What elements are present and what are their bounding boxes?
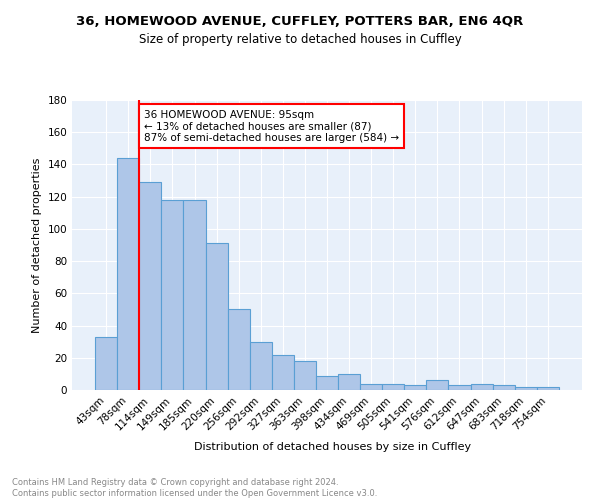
Bar: [206, 244, 227, 390]
Bar: [250, 342, 272, 390]
Bar: [95, 337, 117, 390]
Bar: [139, 182, 161, 390]
Bar: [227, 310, 250, 390]
Text: Contains HM Land Registry data © Crown copyright and database right 2024.
Contai: Contains HM Land Registry data © Crown c…: [12, 478, 377, 498]
Bar: [537, 387, 559, 390]
Bar: [448, 385, 470, 390]
Bar: [316, 376, 338, 390]
Bar: [404, 385, 427, 390]
Bar: [294, 361, 316, 390]
Text: Distribution of detached houses by size in Cuffley: Distribution of detached houses by size …: [194, 442, 472, 452]
Bar: [360, 384, 382, 390]
Y-axis label: Number of detached properties: Number of detached properties: [32, 158, 42, 332]
Text: 36 HOMEWOOD AVENUE: 95sqm
← 13% of detached houses are smaller (87)
87% of semi-: 36 HOMEWOOD AVENUE: 95sqm ← 13% of detac…: [144, 110, 399, 143]
Bar: [161, 200, 184, 390]
Bar: [338, 374, 360, 390]
Bar: [117, 158, 139, 390]
Bar: [427, 380, 448, 390]
Bar: [493, 385, 515, 390]
Text: Size of property relative to detached houses in Cuffley: Size of property relative to detached ho…: [139, 32, 461, 46]
Bar: [470, 384, 493, 390]
Text: 36, HOMEWOOD AVENUE, CUFFLEY, POTTERS BAR, EN6 4QR: 36, HOMEWOOD AVENUE, CUFFLEY, POTTERS BA…: [76, 15, 524, 28]
Bar: [272, 354, 294, 390]
Bar: [515, 387, 537, 390]
Bar: [382, 384, 404, 390]
Bar: [184, 200, 206, 390]
